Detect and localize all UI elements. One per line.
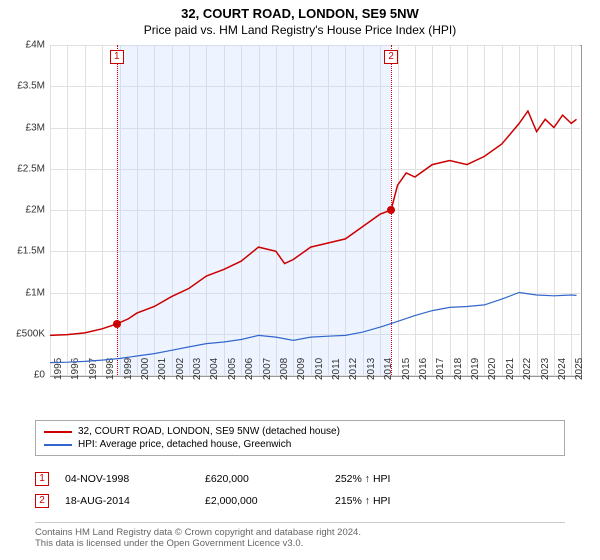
legend-row-1: 32, COURT ROAD, LONDON, SE9 5NW (detache… (44, 425, 556, 438)
sale-price-1: £620,000 (205, 473, 335, 485)
y-tick-label: £3.5M (17, 81, 45, 92)
sales-table: 1 04-NOV-1998 £620,000 252% ↑ HPI 2 18-A… (35, 468, 565, 512)
footer-line-1: Contains HM Land Registry data © Crown c… (35, 527, 565, 538)
chart-marker-1: 1 (110, 50, 124, 64)
sale-point-2 (387, 206, 395, 214)
y-tick-label: £2M (26, 205, 45, 216)
sale-hpi-2: 215% ↑ HPI (335, 495, 465, 507)
sale-date-2: 18-AUG-2014 (65, 495, 205, 507)
sale-date-1: 04-NOV-1998 (65, 473, 205, 485)
sale-hpi-1: 252% ↑ HPI (335, 473, 465, 485)
legend-swatch-2 (44, 444, 72, 446)
y-tick-label: £4M (26, 40, 45, 51)
y-tick-label: £2.5M (17, 163, 45, 174)
y-tick-label: £0 (34, 370, 45, 381)
sale-price-2: £2,000,000 (205, 495, 335, 507)
legend-label-1: 32, COURT ROAD, LONDON, SE9 5NW (detache… (78, 426, 340, 437)
chart-area: 12 £0£500K£1M£1.5M£2M£2.5M£3M£3.5M£4M 19… (50, 45, 580, 375)
footer-line-2: This data is licensed under the Open Gov… (35, 538, 565, 549)
sale-marker-2: 2 (35, 494, 49, 508)
legend: 32, COURT ROAD, LONDON, SE9 5NW (detache… (35, 420, 565, 456)
sale-marker-1: 1 (35, 472, 49, 486)
legend-label-2: HPI: Average price, detached house, Gree… (78, 439, 291, 450)
legend-swatch-1 (44, 431, 72, 433)
series-hpi (50, 293, 577, 363)
chart-title: 32, COURT ROAD, LONDON, SE9 5NW (0, 0, 600, 21)
sale-row-1: 1 04-NOV-1998 £620,000 252% ↑ HPI (35, 468, 565, 490)
footer: Contains HM Land Registry data © Crown c… (35, 522, 565, 549)
sale-row-2: 2 18-AUG-2014 £2,000,000 215% ↑ HPI (35, 490, 565, 512)
line-plot (50, 45, 580, 375)
series-price_paid (50, 111, 577, 335)
chart-marker-2: 2 (384, 50, 398, 64)
y-tick-label: £3M (26, 122, 45, 133)
chart-container: 32, COURT ROAD, LONDON, SE9 5NW Price pa… (0, 0, 600, 560)
y-tick-label: £1M (26, 287, 45, 298)
sale-point-1 (113, 320, 121, 328)
chart-subtitle: Price paid vs. HM Land Registry's House … (0, 21, 600, 41)
y-tick-label: £1.5M (17, 246, 45, 257)
legend-row-2: HPI: Average price, detached house, Gree… (44, 438, 556, 451)
y-tick-label: £500K (16, 328, 45, 339)
